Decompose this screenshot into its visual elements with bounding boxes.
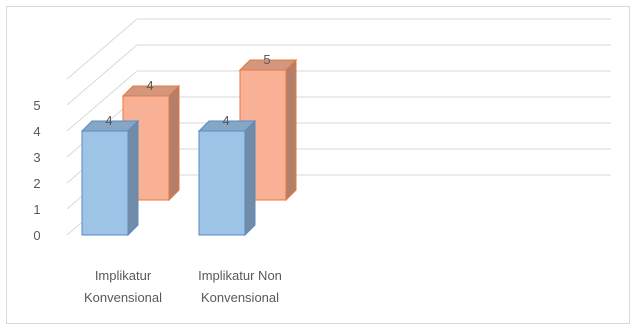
y-tick-label: 4: [33, 124, 40, 139]
y-tick-label: 5: [33, 98, 40, 113]
y-tick-label: 2: [33, 176, 40, 191]
x-tick-label: Implikatur: [95, 268, 152, 283]
bar-side: [127, 119, 139, 237]
y-tick-label: 3: [33, 150, 40, 165]
data-label: 4: [146, 78, 153, 93]
x-tick-label: Konvensional: [84, 290, 162, 305]
data-label: 5: [263, 52, 270, 67]
bar-side: [285, 58, 297, 202]
gridline-depth: [66, 18, 138, 80]
gridline-depth: [66, 70, 138, 132]
chart-svg: 0 1 2 3 4 5 4 5 4 4 Implikatur Konvensional Implikat…: [33, 18, 611, 305]
data-label: 4: [105, 113, 112, 128]
y-tick-label: 1: [33, 202, 40, 217]
bar-side: [244, 119, 256, 237]
bar: [81, 130, 129, 236]
bar: [198, 130, 246, 236]
chart-frame: 0 1 2 3 4 5 4 5 4 4 Implikatur Konvensional Implikat…: [6, 6, 630, 324]
gridline-depth: [66, 44, 138, 106]
x-tick-label: Konvensional: [201, 290, 279, 305]
bar-side: [168, 84, 180, 202]
x-tick-label: Implikatur Non: [198, 268, 282, 283]
data-label: 4: [222, 113, 229, 128]
y-tick-label: 0: [33, 228, 40, 243]
